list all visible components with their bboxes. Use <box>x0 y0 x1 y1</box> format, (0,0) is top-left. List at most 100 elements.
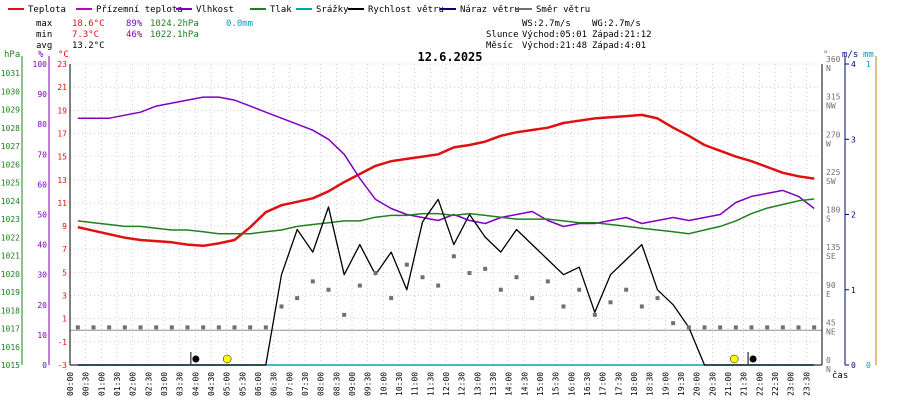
stat-max-hum: 89% <box>126 19 143 29</box>
wind-direction-point <box>310 279 315 284</box>
direction-tick-label: 225 <box>826 168 841 177</box>
wind-direction-point <box>467 271 472 276</box>
x-tick-label: 04:30 <box>207 372 216 396</box>
wind-direction-point <box>483 266 488 271</box>
x-tick-label: 23:30 <box>802 372 811 396</box>
direction-tick-label: 90 <box>826 281 836 290</box>
stat-max-press: 1024.2hPa <box>150 19 199 29</box>
direction-tick-label: 270 <box>826 130 841 139</box>
wind-direction-point <box>185 325 190 330</box>
legend-label: Tlak <box>270 5 292 15</box>
unit-deg: ° <box>823 50 828 60</box>
wind-direction-point <box>248 325 253 330</box>
x-tick-label: 20:00 <box>693 372 702 396</box>
x-tick-label: 22:00 <box>755 372 764 396</box>
legend: Teplota Přízemní teplota Vlhkost Tlak Srážky… <box>8 5 590 15</box>
wind-tick-label: 4 <box>851 60 856 69</box>
x-tick-label: 21:00 <box>724 372 733 396</box>
wind-direction-point <box>436 283 441 288</box>
x-tick-label: 08:00 <box>317 372 326 396</box>
legend-label: Srážky <box>316 5 349 15</box>
wind-direction-point <box>718 325 723 330</box>
wind-direction-point <box>686 325 691 330</box>
wind-direction-point <box>671 321 676 326</box>
wind-direction-point <box>545 279 550 284</box>
humidity-tick-label: 40 <box>37 241 47 250</box>
plot-area <box>75 96 817 366</box>
legend-label: Rychlost větru <box>368 5 444 15</box>
x-tick-label: 22:30 <box>771 372 780 396</box>
x-tick-label: 01:00 <box>97 372 106 396</box>
x-tick-label: 20:30 <box>708 372 717 396</box>
pressure-tick-label: 1023 <box>1 215 20 224</box>
wind-direction-point <box>514 275 519 280</box>
x-tick-label: 18:30 <box>646 372 655 396</box>
stat-max-rain: 0.0mm <box>226 19 253 29</box>
temperature-tick-label: 5 <box>62 268 67 277</box>
x-tick-label: 10:00 <box>379 372 388 396</box>
sun-moon-markers <box>190 352 757 364</box>
x-tick-label: 21:30 <box>740 372 749 396</box>
pressure-tick-label: 1031 <box>1 69 20 78</box>
direction-tick-label: 180 <box>826 206 841 215</box>
wind-direction-point <box>561 304 566 309</box>
pressure-tick-label: 1030 <box>1 87 20 96</box>
x-tick-label: 02:00 <box>129 372 138 396</box>
x-tick-label: 10:30 <box>395 372 404 396</box>
temperature-tick-label: 21 <box>57 83 67 92</box>
x-tick-label: 15:30 <box>552 372 561 396</box>
x-tick-label: 13:30 <box>489 372 498 396</box>
humidity-tick-label: 60 <box>37 180 47 189</box>
series-line-2 <box>77 198 815 235</box>
stat-min-press: 1022.1hPa <box>150 30 199 40</box>
pressure-tick-label: 1028 <box>1 124 20 133</box>
stat-max-temp: 18.6°C <box>72 19 105 29</box>
stat-avg-temp: 13.2°C <box>72 41 105 51</box>
x-tick-label: 12:00 <box>442 372 451 396</box>
moonset-marker <box>192 355 200 363</box>
humidity-tick-label: 80 <box>37 120 47 129</box>
unit-pct: % <box>38 50 44 60</box>
series-line-1 <box>77 96 815 228</box>
pressure-tick-label: 1017 <box>1 325 20 334</box>
x-tick-label: 16:00 <box>567 372 576 396</box>
temperature-tick-label: 11 <box>57 199 67 208</box>
series-line-0 <box>77 113 815 248</box>
x-tick-label: 18:00 <box>630 372 639 396</box>
unit-mm: mm <box>863 50 874 60</box>
sun-set: Západ:21:12 <box>592 30 652 40</box>
temperature-tick-label: 13 <box>57 176 67 185</box>
unit-ms: m/s <box>842 50 858 60</box>
wind-direction-point <box>498 287 503 292</box>
wind-tick-label: 2 <box>851 211 856 220</box>
legend-label: Vlhkost <box>196 5 234 15</box>
wind-ws: WS:2.7m/s <box>522 19 571 29</box>
wind-direction-point <box>530 296 535 301</box>
direction-tick-label: 45 <box>826 318 836 327</box>
direction-tick-label: 0 <box>826 356 831 365</box>
wind-direction-point <box>91 325 96 330</box>
x-tick-label: 04:00 <box>191 372 200 396</box>
direction-compass-label: NW <box>826 102 836 111</box>
chart-title: 12.6.2025 <box>417 50 482 64</box>
wind-direction-point <box>702 325 707 330</box>
wind-direction-point <box>138 325 143 330</box>
x-tick-label: 07:30 <box>301 372 310 396</box>
pressure-tick-label: 1026 <box>1 160 20 169</box>
x-tick-label: 12:30 <box>458 372 467 396</box>
pressure-tick-label: 1025 <box>1 179 20 188</box>
wind-direction-point <box>389 296 394 301</box>
sunrise-marker <box>222 354 232 364</box>
rain-tick-label: 1 <box>866 60 871 69</box>
wind-direction-point <box>107 325 112 330</box>
legend-label: Náraz větru <box>460 5 520 15</box>
moonrise-marker <box>749 355 757 363</box>
temperature-tick-label: -3 <box>57 361 67 370</box>
temperature-tick-label: 1 <box>62 315 67 324</box>
unit-degc: °C <box>58 50 69 60</box>
humidity-tick-label: 100 <box>33 60 48 69</box>
wind-direction-point <box>749 325 754 330</box>
moon-set: Západ:4:01 <box>592 41 646 51</box>
stats-block: max 18.6°C 89% 1024.2hPa 0.0mm min 7.3°C… <box>36 19 253 51</box>
